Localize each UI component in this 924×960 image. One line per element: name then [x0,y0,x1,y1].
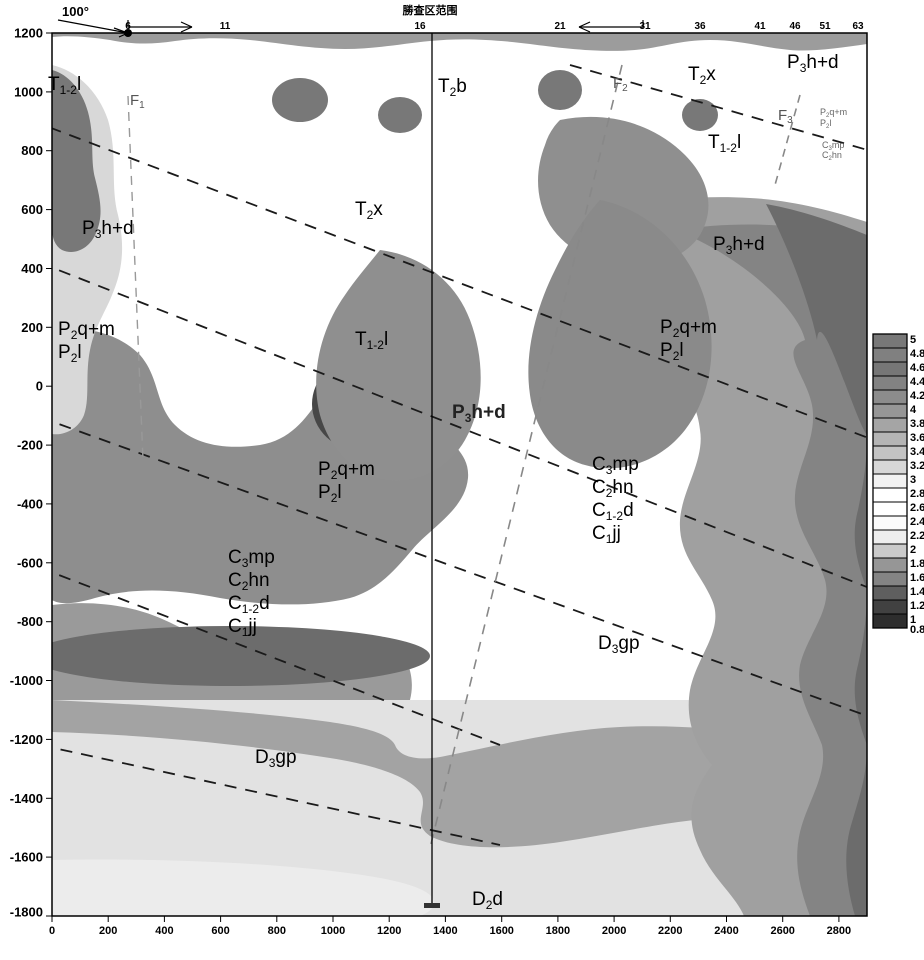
svg-text:100°: 100° [62,4,89,19]
svg-text:-400: -400 [17,496,43,511]
svg-text:D3gp: D3gp [598,633,640,656]
svg-text:-1200: -1200 [10,732,43,747]
svg-text:P2q+m: P2q+m [660,317,717,340]
svg-text:3.4: 3.4 [910,446,924,458]
svg-text:2200: 2200 [658,925,682,937]
svg-text:800: 800 [21,143,43,158]
svg-text:2.4: 2.4 [910,516,924,528]
svg-text:1.4: 1.4 [910,586,924,598]
svg-text:-1600: -1600 [10,850,43,865]
svg-text:4.4: 4.4 [910,376,924,388]
svg-text:4.8: 4.8 [910,348,924,360]
svg-text:3.2: 3.2 [910,460,924,472]
svg-text:2400: 2400 [714,925,738,937]
svg-text:51: 51 [819,21,831,32]
svg-text:31: 31 [639,21,651,32]
svg-text:3: 3 [910,474,916,486]
svg-text:0: 0 [36,379,43,394]
svg-text:1800: 1800 [546,925,570,937]
svg-text:36: 36 [694,21,706,32]
svg-text:2.2: 2.2 [910,530,924,542]
svg-text:200: 200 [99,925,117,937]
svg-text:3.8: 3.8 [910,418,924,430]
svg-text:600: 600 [211,925,229,937]
svg-text:4: 4 [910,404,917,416]
svg-text:21: 21 [554,21,566,32]
svg-text:C3mp: C3mp [592,454,639,477]
svg-text:P2q+m: P2q+m [58,319,115,342]
svg-text:勝查区范围: 勝查区范围 [403,3,458,17]
svg-text:3.6: 3.6 [910,432,924,444]
svg-text:11: 11 [220,21,231,32]
svg-text:P2l: P2l [660,340,684,363]
svg-text:5: 5 [910,334,916,346]
svg-text:1600: 1600 [489,925,513,937]
svg-text:200: 200 [21,320,43,335]
svg-text:C2hn: C2hn [592,477,634,500]
svg-text:P2l: P2l [58,342,82,365]
svg-text:P2l: P2l [318,482,342,505]
svg-text:2: 2 [910,544,916,556]
svg-text:P3h+d: P3h+d [452,402,506,425]
svg-text:16: 16 [414,21,426,32]
svg-text:400: 400 [21,261,43,276]
svg-text:1.8: 1.8 [910,558,924,570]
svg-text:63: 63 [852,21,864,32]
svg-text:2600: 2600 [770,925,794,937]
svg-text:P3h+d: P3h+d [787,52,839,75]
svg-text:P3h+d: P3h+d [713,234,765,257]
svg-text:-200: -200 [17,438,43,453]
svg-text:P2q+m: P2q+m [318,459,375,482]
svg-text:1400: 1400 [433,925,457,937]
svg-text:-1800: -1800 [10,905,43,920]
svg-text:4.6: 4.6 [910,362,924,374]
svg-text:2.8: 2.8 [910,488,924,500]
svg-text:0: 0 [49,925,55,937]
svg-text:-600: -600 [17,555,43,570]
svg-text:C2hn: C2hn [228,570,270,593]
svg-text:1200: 1200 [377,925,401,937]
svg-text:2800: 2800 [827,925,851,937]
svg-text:6: 6 [125,21,131,32]
svg-text:400: 400 [155,925,173,937]
svg-text:46: 46 [789,21,801,32]
svg-text:1.6: 1.6 [910,572,924,584]
svg-text:2.6: 2.6 [910,502,924,514]
svg-text:0.8: 0.8 [910,624,924,636]
svg-text:1200: 1200 [14,26,43,41]
svg-text:800: 800 [268,925,286,937]
svg-text:D3gp: D3gp [255,747,297,770]
svg-text:-1000: -1000 [10,673,43,688]
svg-text:41: 41 [754,21,766,32]
svg-text:-800: -800 [17,614,43,629]
svg-text:4.2: 4.2 [910,390,924,402]
svg-text:2000: 2000 [602,925,626,937]
svg-text:600: 600 [21,202,43,217]
svg-text:1000: 1000 [14,84,43,99]
svg-text:1.2: 1.2 [910,600,924,612]
svg-text:C3mp: C3mp [228,547,275,570]
svg-text:-1400: -1400 [10,791,43,806]
svg-text:P3h+d: P3h+d [82,218,134,241]
svg-text:1000: 1000 [321,925,345,937]
